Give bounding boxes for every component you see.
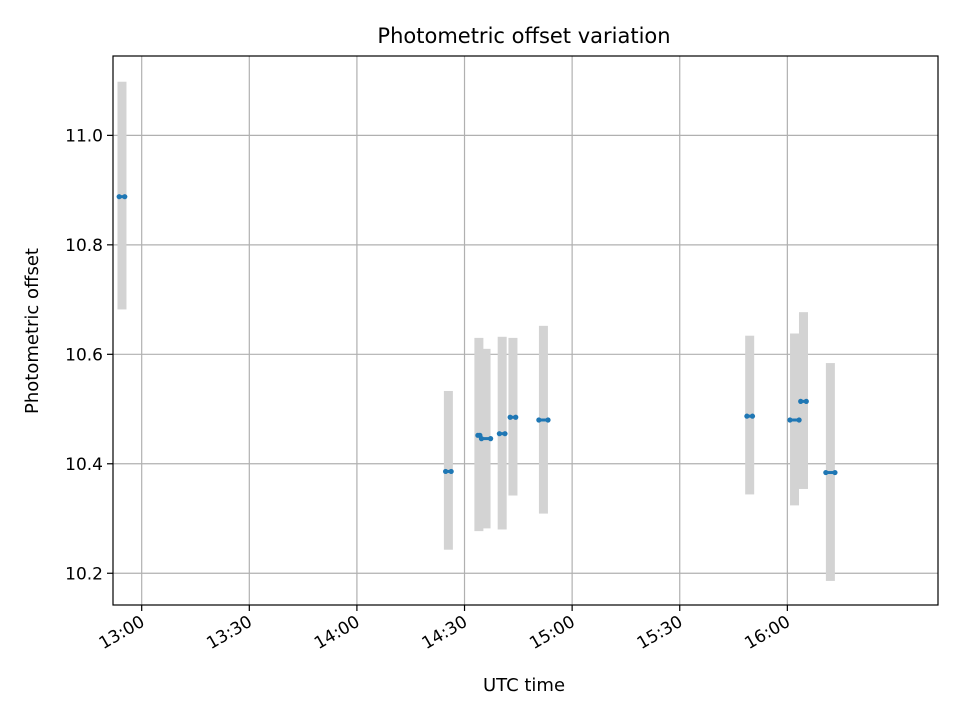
data-point [545, 417, 551, 423]
data-points [116, 194, 838, 476]
data-point [502, 431, 508, 437]
y-tick-label: 10.4 [65, 455, 103, 475]
x-tick-label: 15:00 [526, 612, 578, 654]
x-tick-label: 16:00 [741, 612, 793, 654]
error-bars [117, 81, 835, 581]
y-axis-label: Photometric offset [22, 248, 43, 414]
data-point [796, 417, 802, 423]
data-point [496, 431, 502, 437]
x-tick-label: 14:00 [311, 612, 363, 654]
data-point [823, 469, 829, 476]
data-point [832, 469, 838, 476]
x-tick-label: 14:30 [419, 612, 471, 654]
data-point [513, 414, 519, 420]
x-tick-label: 13:00 [96, 612, 148, 654]
x-tick-label: 15:30 [634, 612, 686, 654]
data-point [488, 436, 494, 442]
x-tick-label: 13:30 [203, 612, 255, 654]
data-point [536, 417, 542, 423]
data-point [448, 468, 454, 475]
grid [113, 56, 938, 605]
data-point [507, 414, 513, 420]
chart-title: Photometric offset variation [377, 24, 670, 48]
data-point [803, 398, 809, 404]
x-axis-label: UTC time [483, 675, 565, 696]
data-point [749, 413, 756, 419]
data-point [744, 413, 750, 419]
data-point [798, 398, 804, 404]
data-point [478, 436, 485, 442]
y-tick-label: 10.8 [65, 236, 103, 256]
plot-frame [112, 55, 939, 606]
data-point [116, 194, 122, 200]
data-point [442, 468, 449, 475]
y-axis-ticks: 10.2 10.4 10.6 10.8 11.0 [65, 126, 113, 584]
y-tick-label: 11.0 [65, 126, 103, 146]
x-axis-ticks: 13:00 13:30 14:00 14:30 15:00 15:30 16:00 [96, 605, 794, 654]
y-tick-label: 10.6 [65, 345, 103, 365]
data-point [122, 194, 128, 200]
y-tick-label: 10.2 [65, 564, 103, 584]
data-point [787, 417, 793, 423]
